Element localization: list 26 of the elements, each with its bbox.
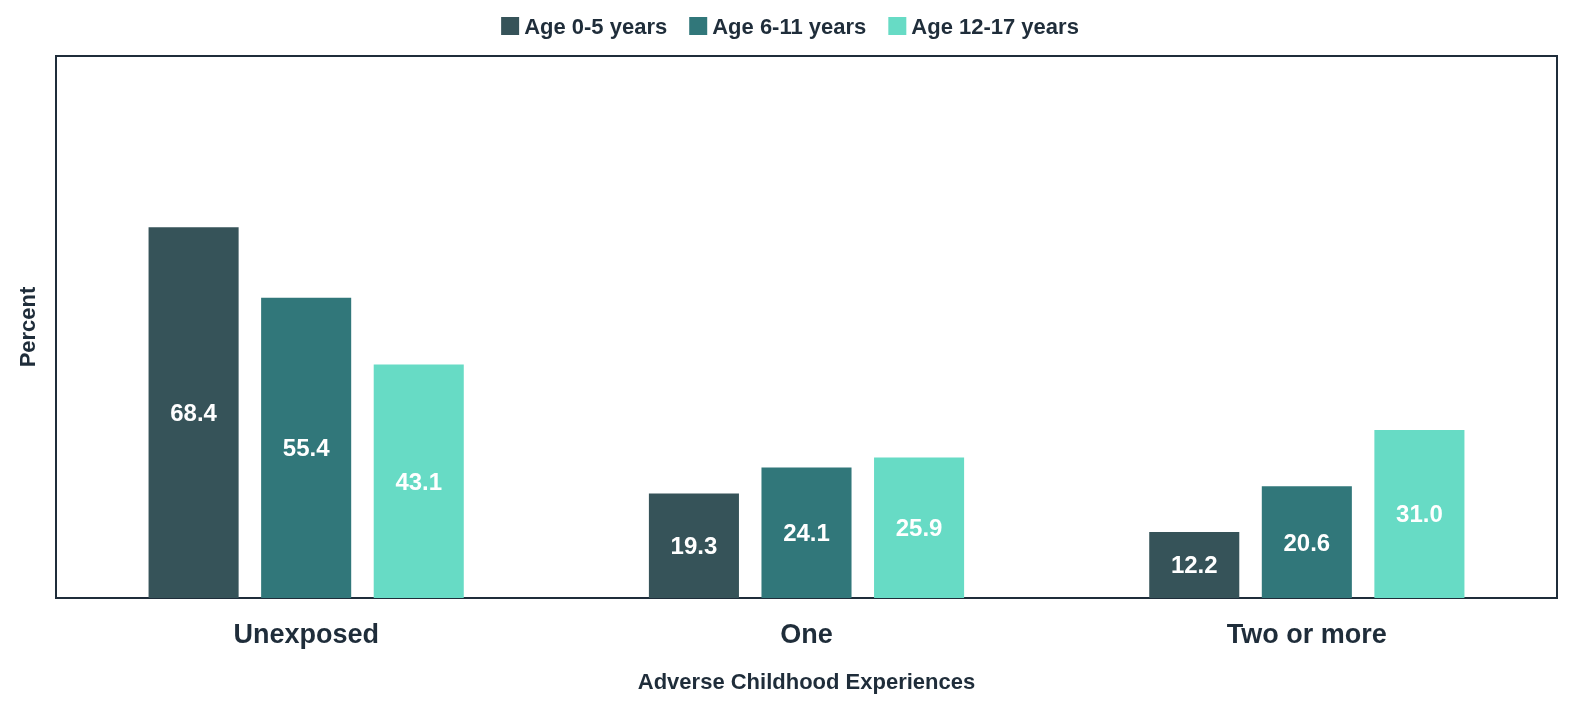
bar xyxy=(1261,486,1352,598)
x-tick-label: Two or more xyxy=(1226,618,1387,649)
legend-label: Age 6-11 years xyxy=(712,13,867,39)
data-label: 31.0 xyxy=(1396,500,1443,528)
data-label: 20.6 xyxy=(1283,528,1331,556)
y-axis-title: Percent xyxy=(14,285,40,368)
data-label: 55.4 xyxy=(282,434,331,462)
data-label: 19.3 xyxy=(670,532,718,560)
legend-label: Age 12-17 years xyxy=(911,13,1079,39)
data-label: 24.1 xyxy=(783,519,830,547)
bar xyxy=(874,457,965,598)
bar xyxy=(761,467,852,598)
bar xyxy=(648,493,739,598)
data-label: 68.4 xyxy=(170,399,218,427)
bar xyxy=(261,297,352,598)
x-axis-title: Adverse Childhood Experiences xyxy=(637,668,976,694)
bar xyxy=(373,364,464,598)
data-label: 12.2 xyxy=(1170,551,1218,579)
legend-label: Age 0-5 years xyxy=(524,13,668,39)
x-tick-label: One xyxy=(780,618,833,649)
bar xyxy=(1149,531,1240,598)
data-label: 43.1 xyxy=(395,467,443,495)
bar xyxy=(1374,429,1465,598)
bar xyxy=(148,227,239,598)
data-label: 25.9 xyxy=(895,514,943,542)
x-tick-label: Unexposed xyxy=(233,618,379,649)
